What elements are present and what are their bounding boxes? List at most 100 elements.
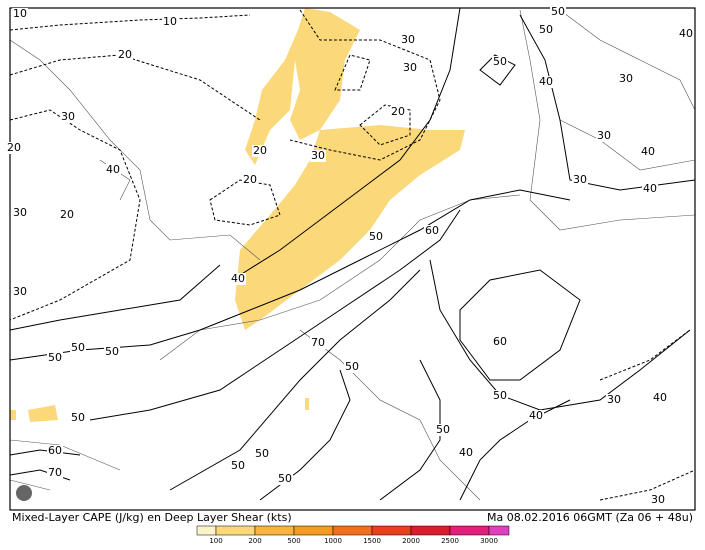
contour-label: 20 bbox=[118, 48, 132, 61]
contour-label: 40 bbox=[643, 182, 657, 195]
label-bg bbox=[6, 142, 22, 154]
legend-swatch bbox=[196, 525, 217, 536]
legend-tick-label: 200 bbox=[248, 537, 261, 545]
label-bg bbox=[105, 164, 121, 176]
label-bg bbox=[390, 106, 406, 118]
label-bg bbox=[640, 146, 656, 158]
label-bg bbox=[117, 49, 133, 61]
label-bg bbox=[242, 174, 258, 186]
logo bbox=[16, 485, 32, 501]
contour-label: 30 bbox=[401, 33, 415, 46]
contour-label: 50 bbox=[539, 23, 553, 36]
contour-label: 50 bbox=[48, 351, 62, 364]
contour-label: 20 bbox=[60, 208, 74, 221]
contour-label: 50 bbox=[493, 389, 507, 402]
contour-label: 40 bbox=[539, 75, 553, 88]
label-bg bbox=[492, 56, 508, 68]
label-bg bbox=[538, 76, 554, 88]
contour-label: 70 bbox=[48, 466, 62, 479]
contour-label: 50 bbox=[436, 423, 450, 436]
contour-label: 30 bbox=[61, 110, 75, 123]
contour-label: 40 bbox=[459, 446, 473, 459]
contour-label: 30 bbox=[573, 173, 587, 186]
label-bg bbox=[47, 467, 63, 479]
contours bbox=[9, 7, 696, 501]
label-bg bbox=[606, 394, 622, 406]
legend-tick-label: 1000 bbox=[324, 537, 342, 545]
label-bg bbox=[572, 174, 588, 186]
contour-label: 60 bbox=[425, 224, 439, 237]
legend-swatch bbox=[410, 525, 451, 536]
contour-label: 40 bbox=[641, 145, 655, 158]
label-bg bbox=[435, 424, 451, 436]
legend-swatch bbox=[293, 525, 334, 536]
label-bg bbox=[650, 494, 666, 506]
label-bg bbox=[310, 337, 326, 349]
contour-label: 40 bbox=[529, 409, 543, 422]
contour-label: 50 bbox=[345, 360, 359, 373]
contour-label: 30 bbox=[597, 129, 611, 142]
cape-areas bbox=[10, 8, 465, 422]
legend-swatch bbox=[371, 525, 412, 536]
legend-tick-label: 100 bbox=[209, 537, 222, 545]
label-bg bbox=[458, 447, 474, 459]
label-bg bbox=[492, 336, 508, 348]
contour-label: 30 bbox=[13, 206, 27, 219]
contour-label: 10 bbox=[13, 7, 27, 20]
contour-label: 20 bbox=[391, 105, 405, 118]
label-bg bbox=[60, 111, 76, 123]
contour-label: 50 bbox=[71, 411, 85, 424]
legend-swatch bbox=[215, 525, 256, 536]
label-bg bbox=[538, 24, 554, 36]
label-bg bbox=[162, 16, 178, 28]
contour-label: 30 bbox=[13, 285, 27, 298]
label-bg bbox=[230, 273, 246, 285]
label-bg bbox=[104, 346, 120, 358]
map-title: Mixed-Layer CAPE (J/kg) en Deep Layer Sh… bbox=[12, 511, 292, 524]
legend-tick-label: 3000 bbox=[480, 537, 498, 545]
label-bg bbox=[254, 448, 270, 460]
contour-label: 40 bbox=[679, 27, 693, 40]
label-bg bbox=[596, 130, 612, 142]
contour-label: 50 bbox=[71, 341, 85, 354]
map-frame bbox=[9, 7, 696, 511]
label-bg bbox=[277, 473, 293, 485]
legend-tick-label: 1500 bbox=[363, 537, 381, 545]
contour-label: 60 bbox=[493, 335, 507, 348]
label-bg bbox=[642, 183, 658, 195]
label-bg bbox=[252, 145, 268, 157]
label-bg bbox=[618, 73, 634, 85]
label-bg bbox=[550, 6, 566, 18]
contour-label: 30 bbox=[403, 61, 417, 74]
label-bg bbox=[400, 34, 416, 46]
contour-label: 40 bbox=[106, 163, 120, 176]
contour-label: 20 bbox=[7, 141, 21, 154]
contour-label: 40 bbox=[653, 391, 667, 404]
label-bg bbox=[652, 392, 668, 404]
contour-label: 50 bbox=[369, 230, 383, 243]
label-bg bbox=[402, 62, 418, 74]
label-bg bbox=[528, 410, 544, 422]
legend-swatch bbox=[332, 525, 373, 536]
contour-label: 50 bbox=[278, 472, 292, 485]
label-bg bbox=[310, 150, 326, 162]
contour-label: 40 bbox=[231, 272, 245, 285]
label-bg bbox=[230, 460, 246, 472]
label-bg bbox=[492, 390, 508, 402]
label-bg bbox=[368, 231, 384, 243]
contour-label: 50 bbox=[551, 5, 565, 18]
contour-label: 30 bbox=[311, 149, 325, 162]
contour-label: 50 bbox=[255, 447, 269, 460]
contour-label: 30 bbox=[619, 72, 633, 85]
legend-tick-label: 500 bbox=[287, 537, 300, 545]
contour-label: 60 bbox=[48, 444, 62, 457]
label-bg bbox=[678, 28, 694, 40]
legend-tick-label: 2500 bbox=[441, 537, 459, 545]
label-bg bbox=[12, 8, 28, 20]
contour-label: 10 bbox=[163, 15, 177, 28]
contour-label: 50 bbox=[231, 459, 245, 472]
legend-tick-label: 2000 bbox=[402, 537, 420, 545]
contour-label: 70 bbox=[311, 336, 325, 349]
